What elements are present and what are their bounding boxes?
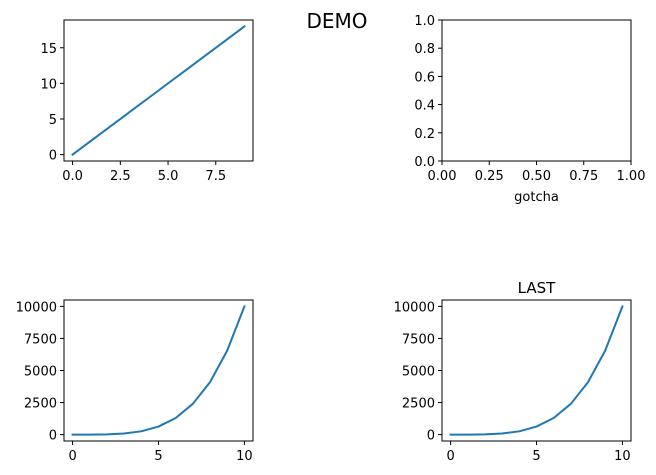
chart-2-frame (441, 19, 632, 162)
chart-3-y-tick-label: 5000 (24, 365, 57, 380)
figure-suptitle: DEMO (306, 9, 367, 33)
chart-2-y-tick-label: 1.0 (414, 14, 435, 29)
chart-4-y-tick-label: 7500 (402, 332, 435, 347)
chart-4-series-line-1 (449, 305, 624, 436)
chart-3-x-tick-label: 5 (154, 449, 162, 464)
chart-2-x-tick-label: 0.00 (428, 169, 457, 184)
axes-bottom-left: 0 5 10 0 2500 5000 7500 10000 (16, 299, 254, 464)
chart-4-x-tick-label: 0 (446, 449, 454, 464)
chart-4-x-tick-label: 10 (614, 449, 631, 464)
chart-4-y-tick-label: 2500 (402, 397, 435, 412)
chart-3-frame (63, 299, 254, 442)
chart-1-x-tick-label: 0.0 (62, 169, 83, 184)
chart-2-y-tick-label: 0.8 (414, 42, 435, 57)
chart-2-x-axis-label: gotcha (514, 190, 559, 205)
chart-2-x-tick-label: 0.50 (522, 169, 551, 184)
chart-3-y-tick-label: 2500 (24, 397, 57, 412)
chart-2-x-tick-label: 1.00 (617, 169, 646, 184)
chart-3-series-line-1 (71, 305, 246, 436)
chart-3-y-tick-label: 7500 (24, 332, 57, 347)
chart-1-x-tick-label: 7.5 (205, 169, 226, 184)
chart-4-x-tick-label: 5 (532, 449, 540, 464)
chart-3-y-tick-label: 0 (49, 429, 57, 444)
chart-3-x-tick-label: 0 (68, 449, 76, 464)
chart-2-x-tick-label: 0.25 (475, 169, 504, 184)
axes-bottom-right: 0 5 10 0 2500 5000 7500 10000 LAST (394, 279, 632, 464)
chart-1-y-tick-label: 10 (40, 77, 57, 92)
axes-top-right: 0.00 0.25 0.50 0.75 1.00 0.0 0.2 0.4 0.6 0.8 1.0 go… (414, 14, 645, 205)
chart-1-y-tick-label: 15 (40, 42, 57, 57)
chart-3-x-tick-label: 10 (236, 449, 253, 464)
chart-4-y-tick-label: 0 (427, 429, 435, 444)
chart-3-y-tick-label: 10000 (16, 300, 57, 315)
chart-2-y-tick-label: 0.6 (414, 70, 435, 85)
chart-4-frame (441, 299, 632, 442)
chart-4-y-tick-label: 5000 (402, 365, 435, 380)
chart-1-series-line-1 (71, 25, 246, 156)
axes-top-left: 0.0 2.5 5.0 7.5 0 5 10 15 (40, 19, 254, 184)
chart-2-x-tick-label: 0.75 (569, 169, 598, 184)
chart-1-y-tick-label: 5 (49, 113, 57, 128)
chart-4-y-tick-label: 10000 (394, 300, 435, 315)
chart-1-y-tick-label: 0 (49, 149, 57, 164)
chart-4-title: LAST (518, 279, 556, 297)
chart-2-y-tick-label: 0.2 (414, 127, 435, 142)
chart-1-frame (63, 19, 254, 162)
chart-1-x-tick-label: 5.0 (158, 169, 179, 184)
chart-1-x-tick-label: 2.5 (110, 169, 131, 184)
chart-2-y-tick-label: 0.4 (414, 99, 435, 114)
chart-2-y-tick-label: 0.0 (414, 155, 435, 170)
